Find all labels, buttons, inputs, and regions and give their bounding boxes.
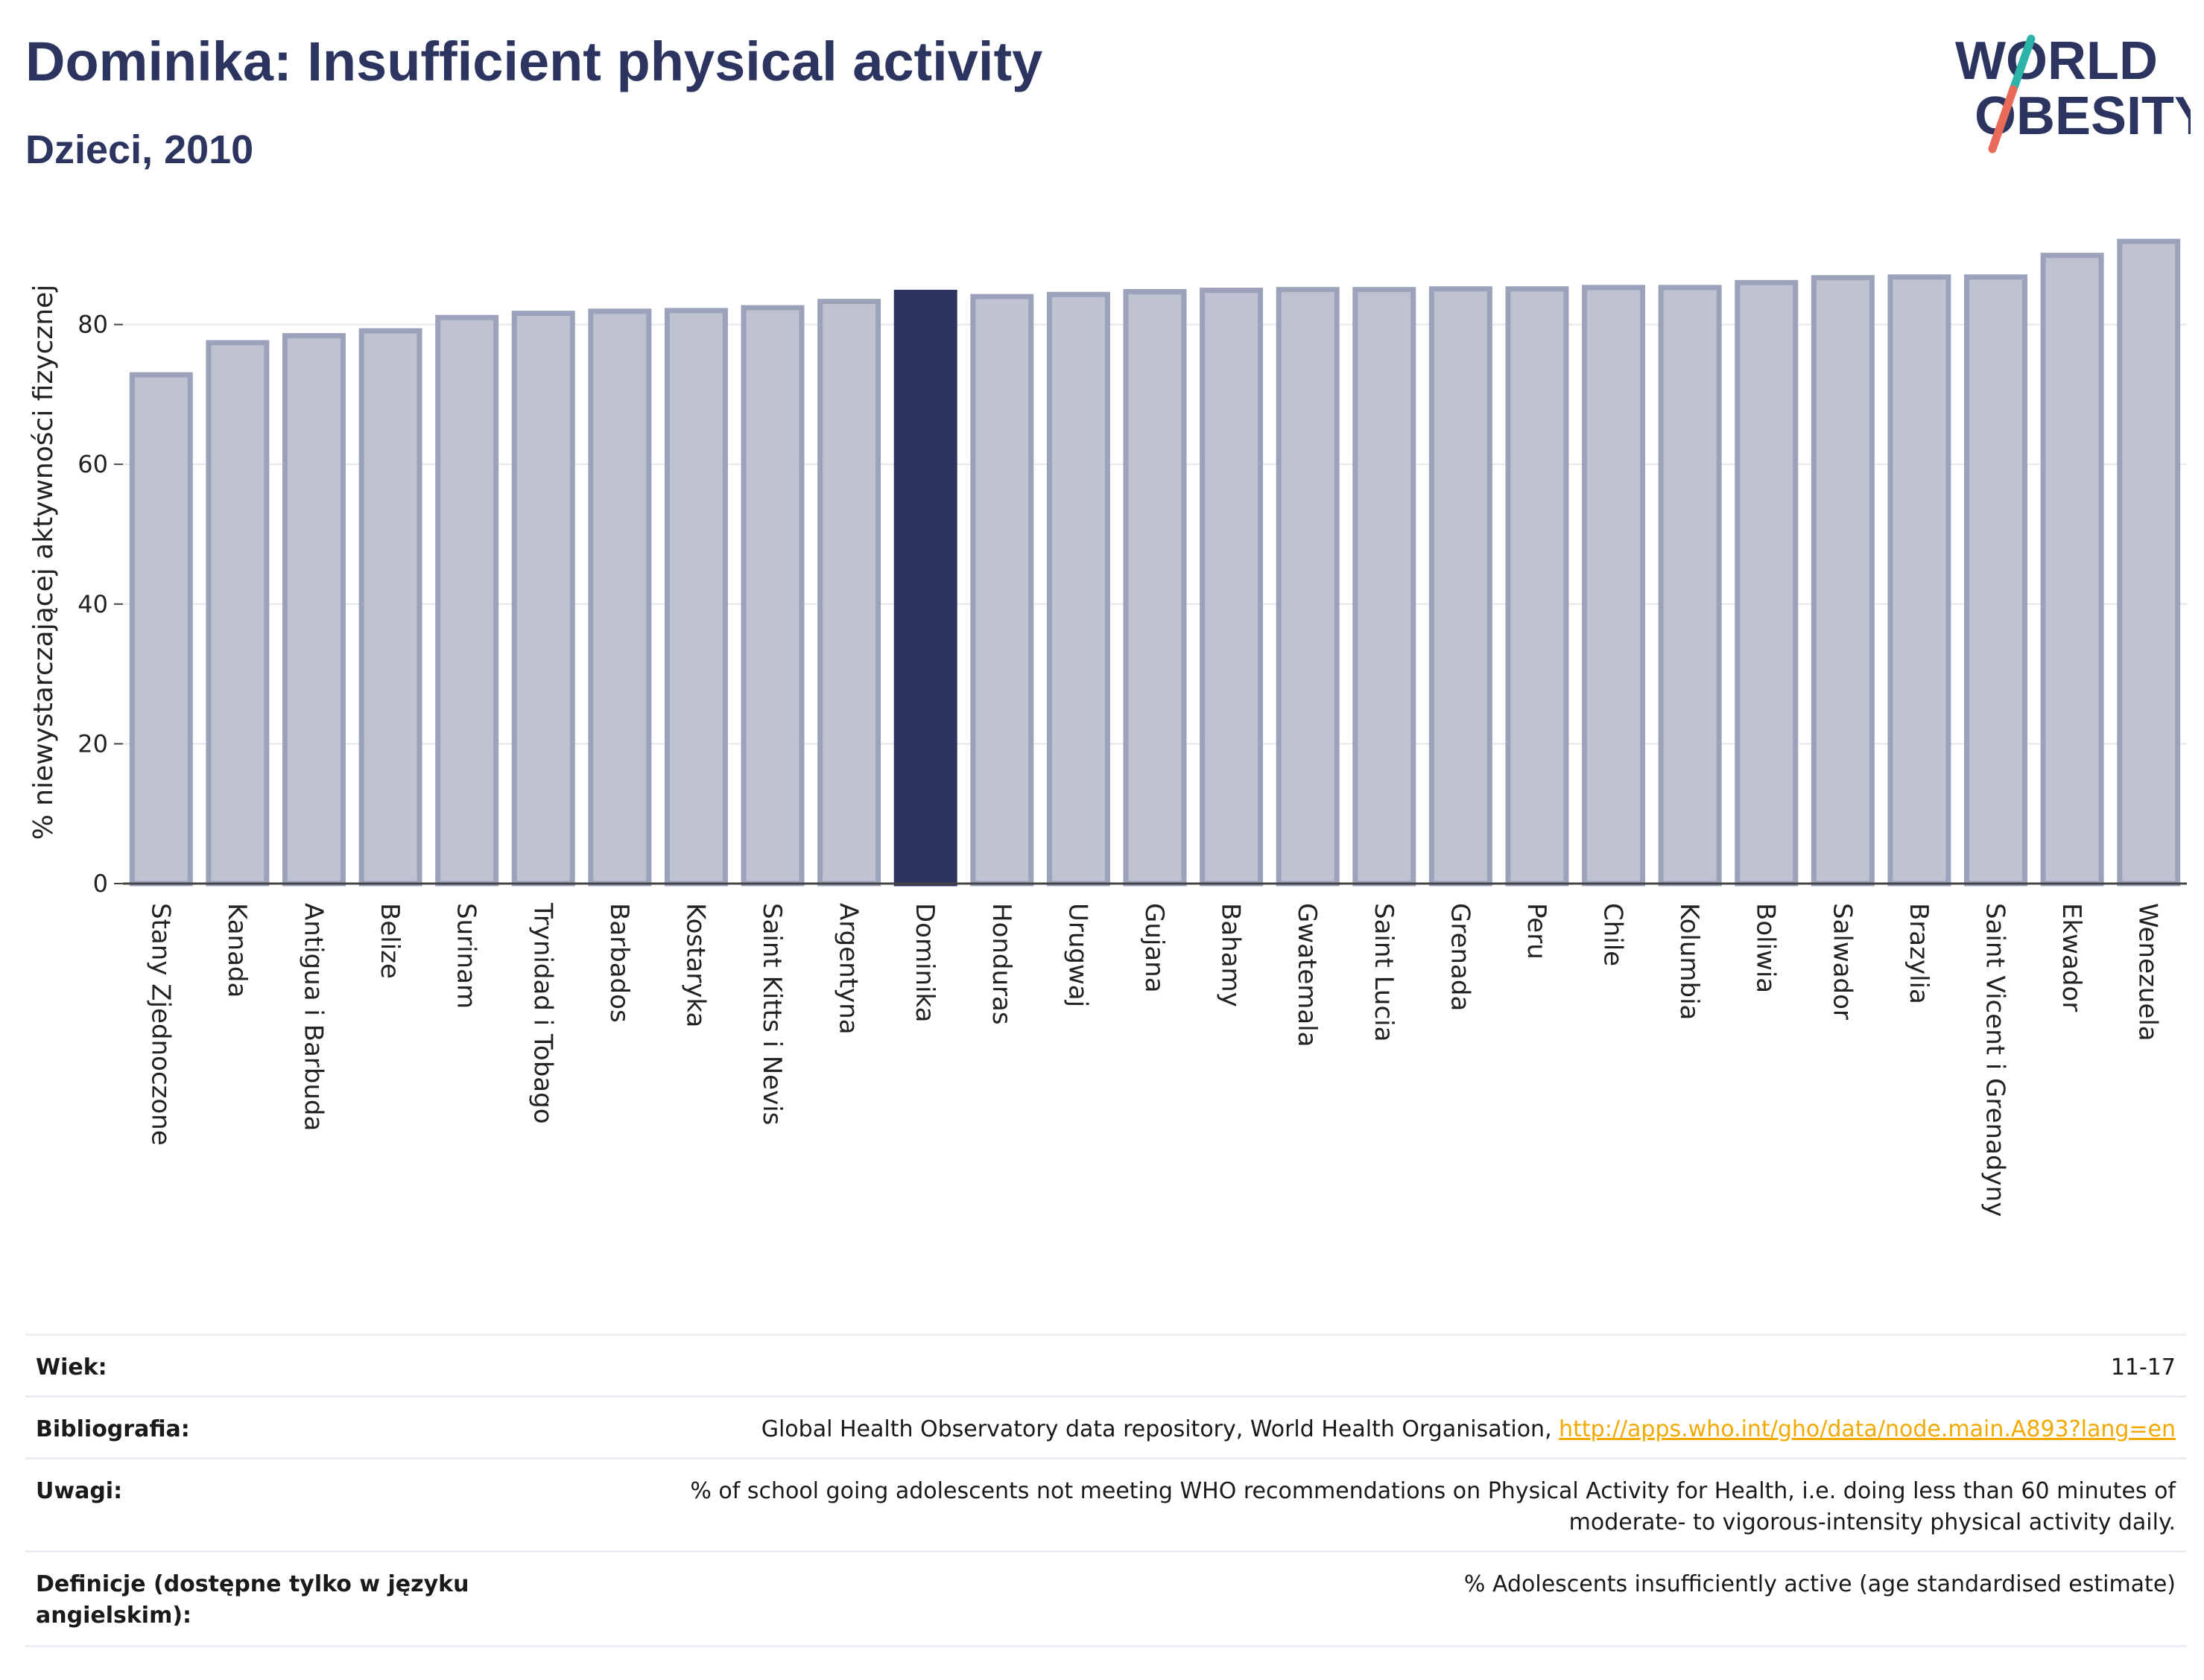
x-tick-label: Kolumbia [1674, 903, 1704, 1020]
x-tick-label: Urugwaj [1063, 903, 1092, 1007]
x-tick-label: Chile [1598, 903, 1628, 966]
bar [1046, 291, 1110, 887]
bar [282, 333, 346, 887]
info-table: Wiek: 11-17 Bibliografia: Global Health … [25, 1334, 2186, 1647]
bar [358, 328, 422, 887]
x-tick-label: Saint Kitts i Nevis [757, 903, 787, 1125]
x-tick-label: Boliwia [1751, 903, 1781, 993]
y-tick-label: 60 [77, 450, 108, 478]
y-tick-label: 0 [93, 869, 108, 898]
page-subtitle: Dzieci, 2010 [25, 127, 254, 172]
bar-chart: 0 20 40 60 80 % niewystarczającej aktywności … [28, 238, 2187, 1217]
y-tick-label: 80 [77, 311, 108, 339]
world-obesity-logo: WORLD OBESITY [1955, 31, 2191, 153]
x-tick-label: Saint Vicent i Grenadyny [1980, 903, 2010, 1217]
bar [2117, 238, 2181, 887]
bar [435, 314, 499, 887]
bibliography-text: Global Health Observatory data repositor… [761, 1416, 1559, 1442]
info-value-age: 11-17 [2110, 1354, 2176, 1381]
bar [511, 311, 575, 887]
x-tick-label: Ekwador [2056, 903, 2086, 1012]
x-tick-label: Belize [375, 903, 405, 979]
x-tick-label: Trynidad i Tobago [528, 902, 557, 1124]
bar [1964, 274, 2028, 887]
bar [741, 305, 805, 887]
x-tick-label: Antigua i Barbuda [298, 903, 328, 1131]
x-tick-label: Grenada [1445, 903, 1475, 1011]
info-row-bibliography: Bibliografia: Global Health Observatory … [25, 1395, 2186, 1457]
bibliography-link[interactable]: http://apps.who.int/gho/data/node.main.A… [1559, 1416, 2176, 1442]
bar [1123, 289, 1187, 887]
bar [1658, 285, 1722, 887]
bar [1811, 275, 1875, 887]
info-value-notes: % of school going adolescents not meetin… [690, 1478, 2176, 1535]
bar [2040, 253, 2104, 887]
bar [1276, 287, 1340, 887]
bar [206, 340, 270, 887]
x-tick-label: Kanada [222, 903, 252, 998]
bar [129, 372, 193, 887]
x-tick-label: Bahamy [1216, 903, 1246, 1007]
info-row-notes: Uwagi: % of school going adolescents not… [25, 1457, 2186, 1550]
info-value-definitions: % Adolescents insufficiently active (age… [1463, 1571, 2176, 1597]
x-tick-label: Salwador [1827, 903, 1857, 1020]
x-tick-label: Barbados [604, 903, 634, 1023]
info-label-definitions: Definicje (dostępne tylko w języku angie… [36, 1571, 469, 1629]
x-tick-label: Kostaryka [680, 903, 710, 1027]
bar [1735, 279, 1799, 887]
bar [1505, 286, 1569, 887]
y-tick-label: 40 [77, 590, 108, 618]
bar [970, 294, 1034, 887]
info-row-definitions: Definicje (dostępne tylko w języku angie… [25, 1550, 2186, 1647]
x-tick-label: Gujana [1139, 903, 1169, 993]
bar [1887, 274, 1951, 887]
info-value-bibliography: Global Health Observatory data repositor… [536, 1414, 2176, 1445]
x-tick-label: Dominika [910, 903, 940, 1022]
bar [893, 289, 957, 887]
bar [664, 308, 728, 887]
bar [1200, 288, 1264, 887]
bar [1428, 286, 1492, 887]
info-label-age: Wiek: [36, 1354, 107, 1381]
x-tick-label: Gwatemala [1292, 903, 1322, 1047]
x-tick-label: Wenezuela [2133, 903, 2163, 1042]
logo-line1: WORLD [1955, 31, 2158, 91]
info-label-bibliography: Bibliografia: [36, 1416, 190, 1442]
y-axis-label: % niewystarczającej aktywności fizycznej [28, 285, 59, 840]
bar [817, 299, 881, 887]
x-tick-label: Stany Zjednoczone [145, 903, 175, 1146]
logo-slash-top [2009, 34, 2036, 94]
bar [1352, 287, 1416, 887]
bar [588, 308, 652, 887]
bar [1582, 285, 1646, 887]
y-tick-label: 20 [77, 729, 108, 758]
info-label-notes: Uwagi: [36, 1478, 123, 1504]
page-title: Dominika: Insufficient physical activity [25, 31, 1043, 92]
x-tick-label: Brazylia [1904, 903, 1934, 1004]
info-row-age: Wiek: 11-17 [25, 1334, 2186, 1395]
x-tick-label: Peru [1521, 903, 1551, 960]
logo-slash-bottom [1988, 85, 2018, 153]
x-tick-label: Argentyna [834, 903, 864, 1035]
x-tick-label: Saint Lucia [1369, 903, 1399, 1042]
x-tick-label: Surinam [452, 903, 481, 1009]
x-tick-label: Honduras [987, 903, 1016, 1025]
